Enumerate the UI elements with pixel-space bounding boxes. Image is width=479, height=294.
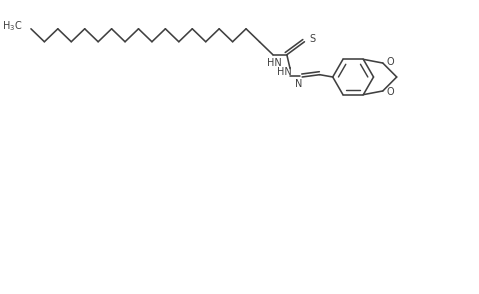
Text: O: O: [387, 87, 394, 97]
Text: N: N: [295, 79, 302, 89]
Text: S: S: [309, 34, 315, 44]
Text: O: O: [387, 57, 394, 67]
Text: HN: HN: [267, 58, 282, 68]
Text: HN: HN: [277, 67, 292, 77]
Text: H$_3$C: H$_3$C: [2, 20, 23, 33]
